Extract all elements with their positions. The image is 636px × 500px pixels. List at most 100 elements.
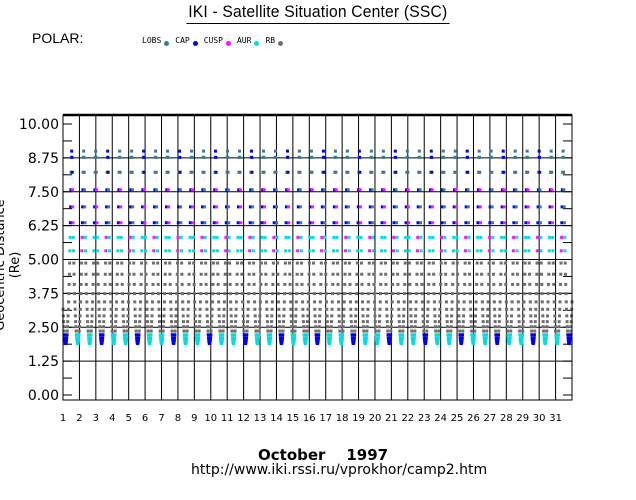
data-point-aur	[427, 249, 431, 253]
data-point-rb	[445, 307, 449, 311]
data-point-aur	[448, 338, 452, 342]
data-point-cusp	[176, 249, 180, 253]
data-point-rb	[139, 282, 143, 286]
data-point-aur	[299, 235, 303, 239]
data-point-aur	[260, 235, 264, 239]
data-point-rb	[217, 320, 221, 324]
data-point-cap	[458, 338, 462, 342]
data-point-rb	[240, 272, 244, 276]
data-point-rb	[551, 272, 555, 276]
data-point-aur	[160, 338, 164, 342]
data-point-lobs	[190, 170, 194, 174]
data-point-rb	[414, 307, 418, 311]
data-point-cap	[141, 205, 145, 209]
data-point-aur	[491, 249, 495, 253]
data-point-rb	[365, 329, 369, 333]
data-point-rb	[365, 325, 369, 329]
data-point-rb	[534, 314, 538, 318]
data-point-aur	[124, 338, 128, 342]
data-point-cap	[214, 155, 218, 159]
data-point-rb	[414, 314, 418, 318]
data-point-aur	[110, 333, 114, 337]
data-point-rb	[552, 292, 556, 296]
data-point-rb	[216, 282, 220, 286]
data-point-cap	[316, 340, 320, 344]
data-point-cap	[352, 338, 356, 342]
data-point-aur	[203, 235, 207, 239]
legend-marker	[278, 41, 284, 46]
data-point-rb	[517, 320, 521, 324]
data-point-rb	[233, 325, 237, 329]
data-point-rb	[74, 320, 78, 324]
data-point-rb	[181, 320, 185, 324]
data-point-aur	[419, 235, 423, 239]
data-point-aur	[383, 235, 387, 239]
data-point-rb	[312, 272, 316, 276]
footer-url[interactable]: http://www.iki.rssi.ru/vprokhor/camp2.ht…	[191, 462, 488, 478]
data-point-cap	[176, 221, 180, 225]
data-point-lobs	[179, 221, 183, 225]
data-point-cap	[386, 336, 390, 340]
data-point-cap	[494, 338, 498, 342]
data-point-aur	[251, 249, 255, 253]
data-point-rb	[289, 320, 293, 324]
data-point-cusp	[439, 249, 443, 253]
data-point-aur	[77, 333, 81, 337]
data-point-cap	[502, 170, 506, 174]
data-point-aur	[188, 249, 192, 253]
data-point-aur	[451, 249, 455, 253]
data-point-aur	[116, 249, 120, 253]
data-point-lobs	[550, 170, 554, 174]
data-point-rb	[161, 329, 165, 333]
data-point-rb	[114, 320, 118, 324]
data-point-rb	[415, 282, 419, 286]
data-point-aur	[467, 235, 471, 239]
data-point-aur	[503, 249, 507, 253]
data-point-rb	[144, 261, 148, 265]
data-point-cap	[524, 205, 528, 209]
data-point-rb	[228, 272, 232, 276]
data-point-cap	[64, 340, 68, 344]
data-point-cusp	[215, 205, 219, 209]
data-point-rb	[353, 329, 357, 333]
data-point-rb	[73, 314, 77, 318]
data-point-aur	[212, 235, 216, 239]
data-point-cap	[488, 221, 492, 225]
data-point-aur	[92, 235, 96, 239]
data-point-lobs	[405, 149, 409, 153]
data-point-aur	[448, 336, 452, 340]
data-point-cusp	[383, 221, 387, 225]
data-point-rb	[413, 325, 417, 329]
data-point-aur	[508, 338, 512, 342]
data-point-rb	[84, 261, 88, 265]
data-point-cap	[560, 221, 564, 225]
data-point-rb	[461, 329, 465, 333]
data-point-lobs	[466, 188, 470, 192]
data-point-aur	[520, 336, 524, 340]
data-point-cap	[424, 338, 428, 342]
data-point-aur	[362, 333, 366, 337]
data-point-rb	[486, 314, 490, 318]
data-point-rb	[127, 272, 131, 276]
data-point-rb	[541, 314, 545, 318]
data-point-cusp	[502, 188, 506, 192]
data-point-aur	[284, 249, 288, 253]
data-point-rb	[407, 261, 411, 265]
data-point-rb	[542, 329, 546, 333]
data-point-rb	[258, 320, 262, 324]
data-point-rb	[305, 329, 309, 333]
data-point-aur	[160, 340, 164, 344]
data-point-rb	[169, 320, 173, 324]
data-point-rb	[192, 272, 196, 276]
data-point-aur	[148, 338, 152, 342]
data-point-rb	[102, 307, 106, 311]
data-point-rb	[515, 261, 519, 265]
data-point-cap	[568, 340, 572, 344]
data-point-aur	[472, 338, 476, 342]
data-point-rb	[355, 282, 359, 286]
data-point-aur	[158, 333, 162, 337]
data-point-rb	[390, 300, 394, 304]
data-point-cusp	[440, 235, 444, 239]
data-point-rb	[377, 329, 381, 333]
data-point-aur	[239, 249, 243, 253]
